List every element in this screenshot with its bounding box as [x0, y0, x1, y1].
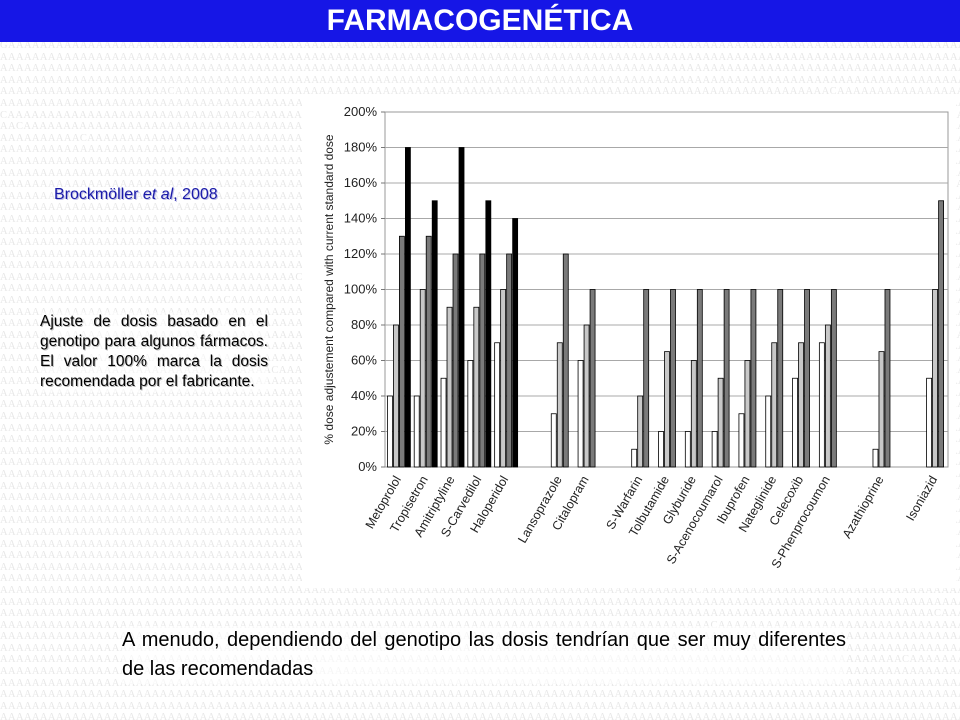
bar — [556, 342, 563, 468]
bar — [690, 360, 697, 468]
bar — [798, 342, 804, 468]
y-tick-label: 180% — [344, 140, 378, 155]
bar — [738, 413, 745, 468]
bar — [583, 324, 590, 468]
bar — [562, 253, 569, 468]
x-tick-label: Isoniazid — [903, 473, 940, 523]
bar — [744, 360, 751, 468]
bar — [884, 289, 891, 468]
bar — [458, 147, 465, 468]
citation-year: , 2008 — [173, 186, 218, 203]
y-tick-label: 80% — [351, 317, 377, 332]
bar — [684, 431, 691, 468]
bar — [550, 413, 557, 468]
bar — [658, 431, 664, 468]
bar — [452, 253, 459, 468]
bar — [512, 218, 519, 468]
bar — [473, 306, 480, 468]
bar — [750, 289, 757, 468]
bar — [399, 235, 405, 468]
bar — [577, 360, 584, 468]
x-tick-label: Lansoprazole — [515, 473, 565, 545]
bar — [637, 395, 644, 468]
bar — [723, 289, 730, 468]
bar — [425, 235, 432, 468]
bar — [938, 200, 944, 468]
bar — [387, 395, 393, 468]
dose-adjustment-chart: 0% 20% 40% 60% 80% 100% 120% 140% 160% 180% 200% % … — [322, 104, 949, 571]
bar — [393, 324, 399, 468]
bar — [932, 289, 938, 468]
slide-title: FARMACOGENÉTICA — [326, 4, 634, 37]
bar — [479, 253, 486, 468]
footer-text: A menudo, dependiendo del genotipo las d… — [122, 626, 846, 684]
y-tick-label: 60% — [351, 353, 377, 368]
bar — [631, 448, 638, 468]
bar — [830, 289, 837, 468]
bar — [485, 200, 492, 468]
citation: Brockmöller et al, 2008 — [54, 186, 218, 204]
y-tick-label: 120% — [344, 246, 378, 261]
bar — [771, 342, 778, 468]
y-tick-label: 160% — [344, 175, 378, 190]
bar — [717, 377, 724, 468]
y-tick-label: 100% — [344, 282, 378, 297]
bar — [446, 306, 453, 468]
citation-et-al: et al — [142, 186, 174, 203]
bar — [777, 289, 784, 468]
bar — [413, 395, 420, 468]
y-tick-label: 0% — [358, 459, 377, 474]
bar — [696, 289, 703, 468]
bar — [419, 289, 426, 468]
bar — [494, 342, 501, 468]
bar — [872, 448, 879, 468]
y-tick-label: 140% — [344, 211, 378, 226]
bar — [804, 289, 810, 468]
bar — [824, 324, 831, 468]
bar — [589, 289, 596, 468]
bar — [818, 342, 825, 468]
y-tick-label: 40% — [351, 388, 377, 403]
title-bar — [0, 0, 960, 42]
bar — [670, 289, 676, 468]
bar — [643, 289, 650, 468]
citation-authors: Brockmöller — [54, 186, 143, 203]
bar — [878, 351, 885, 468]
y-axis-label: % dose adjustement compared with current… — [322, 134, 336, 444]
dose-note: Ajuste de dosis basado en el genotipo pa… — [40, 312, 268, 392]
bar — [792, 377, 798, 468]
bar — [440, 377, 447, 468]
bar — [431, 200, 438, 468]
bar — [500, 289, 507, 468]
bar — [405, 147, 411, 468]
bar — [506, 253, 513, 468]
bar — [711, 431, 718, 468]
bar — [765, 395, 772, 468]
bar — [664, 351, 670, 468]
chart-panel: 0% 20% 40% 60% 80% 100% 120% 140% 160% 180% 200% % … — [302, 96, 956, 588]
y-tick-label: 200% — [344, 104, 378, 119]
bar — [926, 377, 932, 468]
y-tick-label: 20% — [351, 424, 377, 439]
x-tick-label: Azathioprine — [840, 473, 887, 540]
bar — [467, 360, 474, 468]
